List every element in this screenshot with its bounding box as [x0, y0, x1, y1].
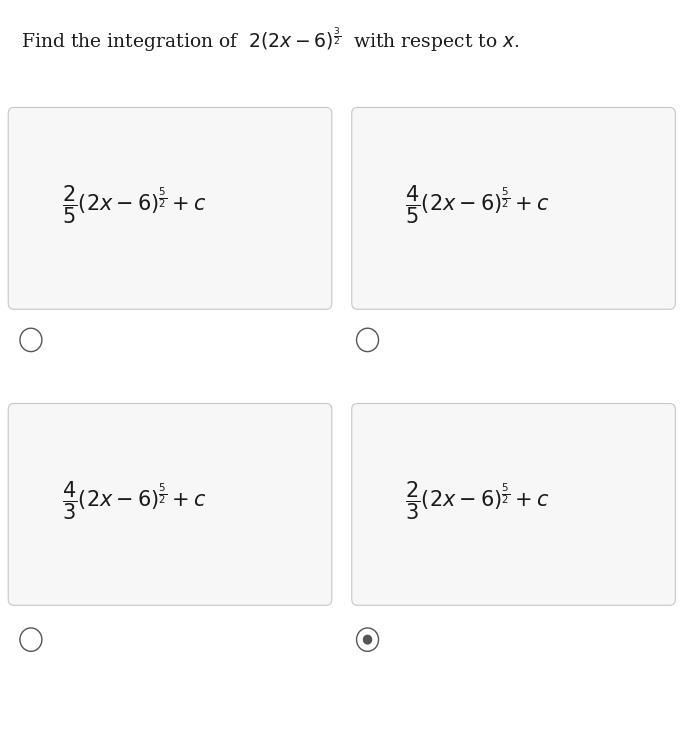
- FancyBboxPatch shape: [8, 404, 332, 605]
- Text: $\dfrac{4}{3}(2x-6)^{\frac{5}{2}}+c$: $\dfrac{4}{3}(2x-6)^{\frac{5}{2}}+c$: [62, 480, 207, 522]
- Circle shape: [363, 635, 372, 644]
- Text: Find the integration of  $2(2x-6)^{\frac{3}{2}}$  with respect to $x$.: Find the integration of $2(2x-6)^{\frac{…: [21, 26, 519, 54]
- FancyBboxPatch shape: [352, 107, 675, 309]
- Text: $\dfrac{4}{5}(2x-6)^{\frac{5}{2}}+c$: $\dfrac{4}{5}(2x-6)^{\frac{5}{2}}+c$: [405, 183, 550, 226]
- FancyBboxPatch shape: [8, 107, 332, 309]
- Text: $\dfrac{2}{5}(2x-6)^{\frac{5}{2}}+c$: $\dfrac{2}{5}(2x-6)^{\frac{5}{2}}+c$: [62, 183, 207, 226]
- Text: $\dfrac{2}{3}(2x-6)^{\frac{5}{2}}+c$: $\dfrac{2}{3}(2x-6)^{\frac{5}{2}}+c$: [405, 480, 550, 522]
- FancyBboxPatch shape: [352, 404, 675, 605]
